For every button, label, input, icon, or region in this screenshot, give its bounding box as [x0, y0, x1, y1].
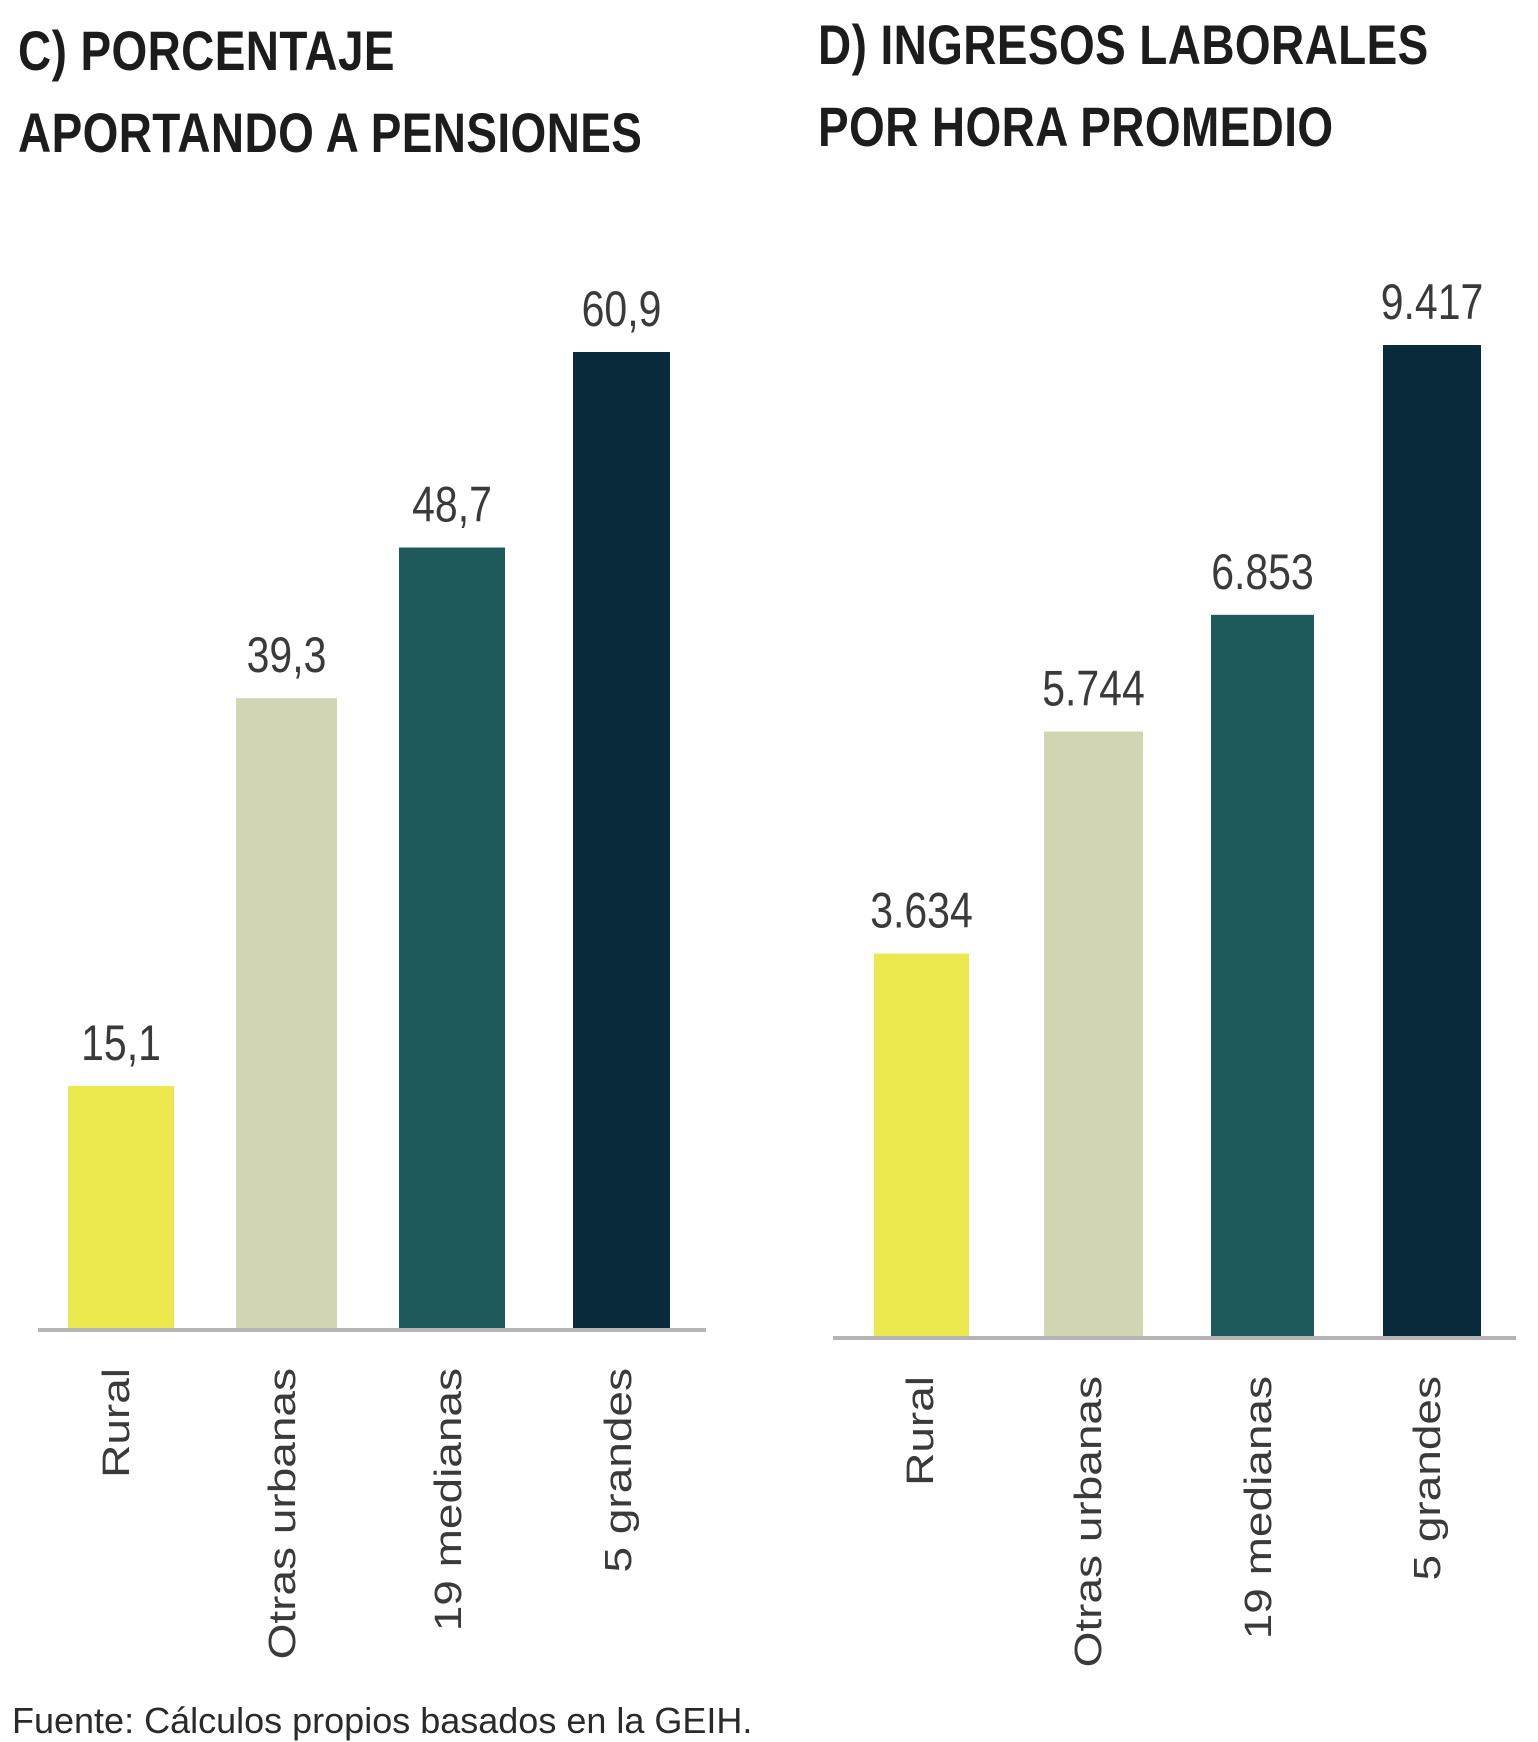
- chart-d-category-label-2: Otras urbanas: [1067, 1376, 1109, 1667]
- chart-d-value-label-3: 6.853: [1211, 544, 1314, 600]
- chart-c-value-label-1: 15,1: [81, 1015, 161, 1071]
- chart-d-bar-1: [874, 953, 969, 1336]
- chart-d-category-label-1: Rural: [899, 1376, 941, 1486]
- chart-c-bar-2: [236, 698, 337, 1328]
- chart-c-value-label-4: 60,9: [582, 281, 662, 337]
- chart-c-category-label-2: Otras urbanas: [261, 1368, 303, 1659]
- chart-d-title: D) INGRESOS LABORALES POR HORA PROMEDIO: [818, 4, 1429, 168]
- chart-d-category-label-4: 5 grandes: [1406, 1376, 1448, 1581]
- chart-c-value-label-2: 39,3: [247, 627, 327, 683]
- chart-c-category-label-4: 5 grandes: [597, 1368, 639, 1573]
- source-note: Fuente: Cálculos propios basados en la G…: [12, 1700, 753, 1741]
- chart-c-title-line-2: APORTANDO A PENSIONES: [18, 101, 643, 164]
- chart-c-title-line-1: C) PORCENTAJE: [18, 19, 395, 82]
- chart-c-category-label-3: 19 medianas: [427, 1368, 469, 1631]
- chart-d-value-label-4: 9.417: [1381, 274, 1484, 330]
- chart-d-value-label-1: 3.634: [870, 883, 973, 939]
- chart-c-category-label-1: Rural: [95, 1368, 137, 1478]
- chart-d-bar-3: [1211, 614, 1314, 1336]
- chart-c-bar-1: [68, 1086, 174, 1328]
- chart-c-value-label-3: 48,7: [412, 477, 492, 533]
- chart-d-title-line-2: POR HORA PROMEDIO: [818, 95, 1334, 158]
- chart-c-bar-3: [399, 547, 505, 1328]
- chart-d-bar-4: [1383, 345, 1481, 1336]
- chart-d-bar-2: [1044, 731, 1143, 1336]
- chart-d-category-label-3: 19 medianas: [1237, 1376, 1279, 1639]
- chart-d-title-line-1: D) INGRESOS LABORALES: [818, 13, 1429, 76]
- chart-c-title: C) PORCENTAJE APORTANDO A PENSIONES: [18, 10, 642, 174]
- chart-d-value-label-2: 5.744: [1042, 661, 1145, 717]
- chart-c-bar-4: [573, 352, 670, 1328]
